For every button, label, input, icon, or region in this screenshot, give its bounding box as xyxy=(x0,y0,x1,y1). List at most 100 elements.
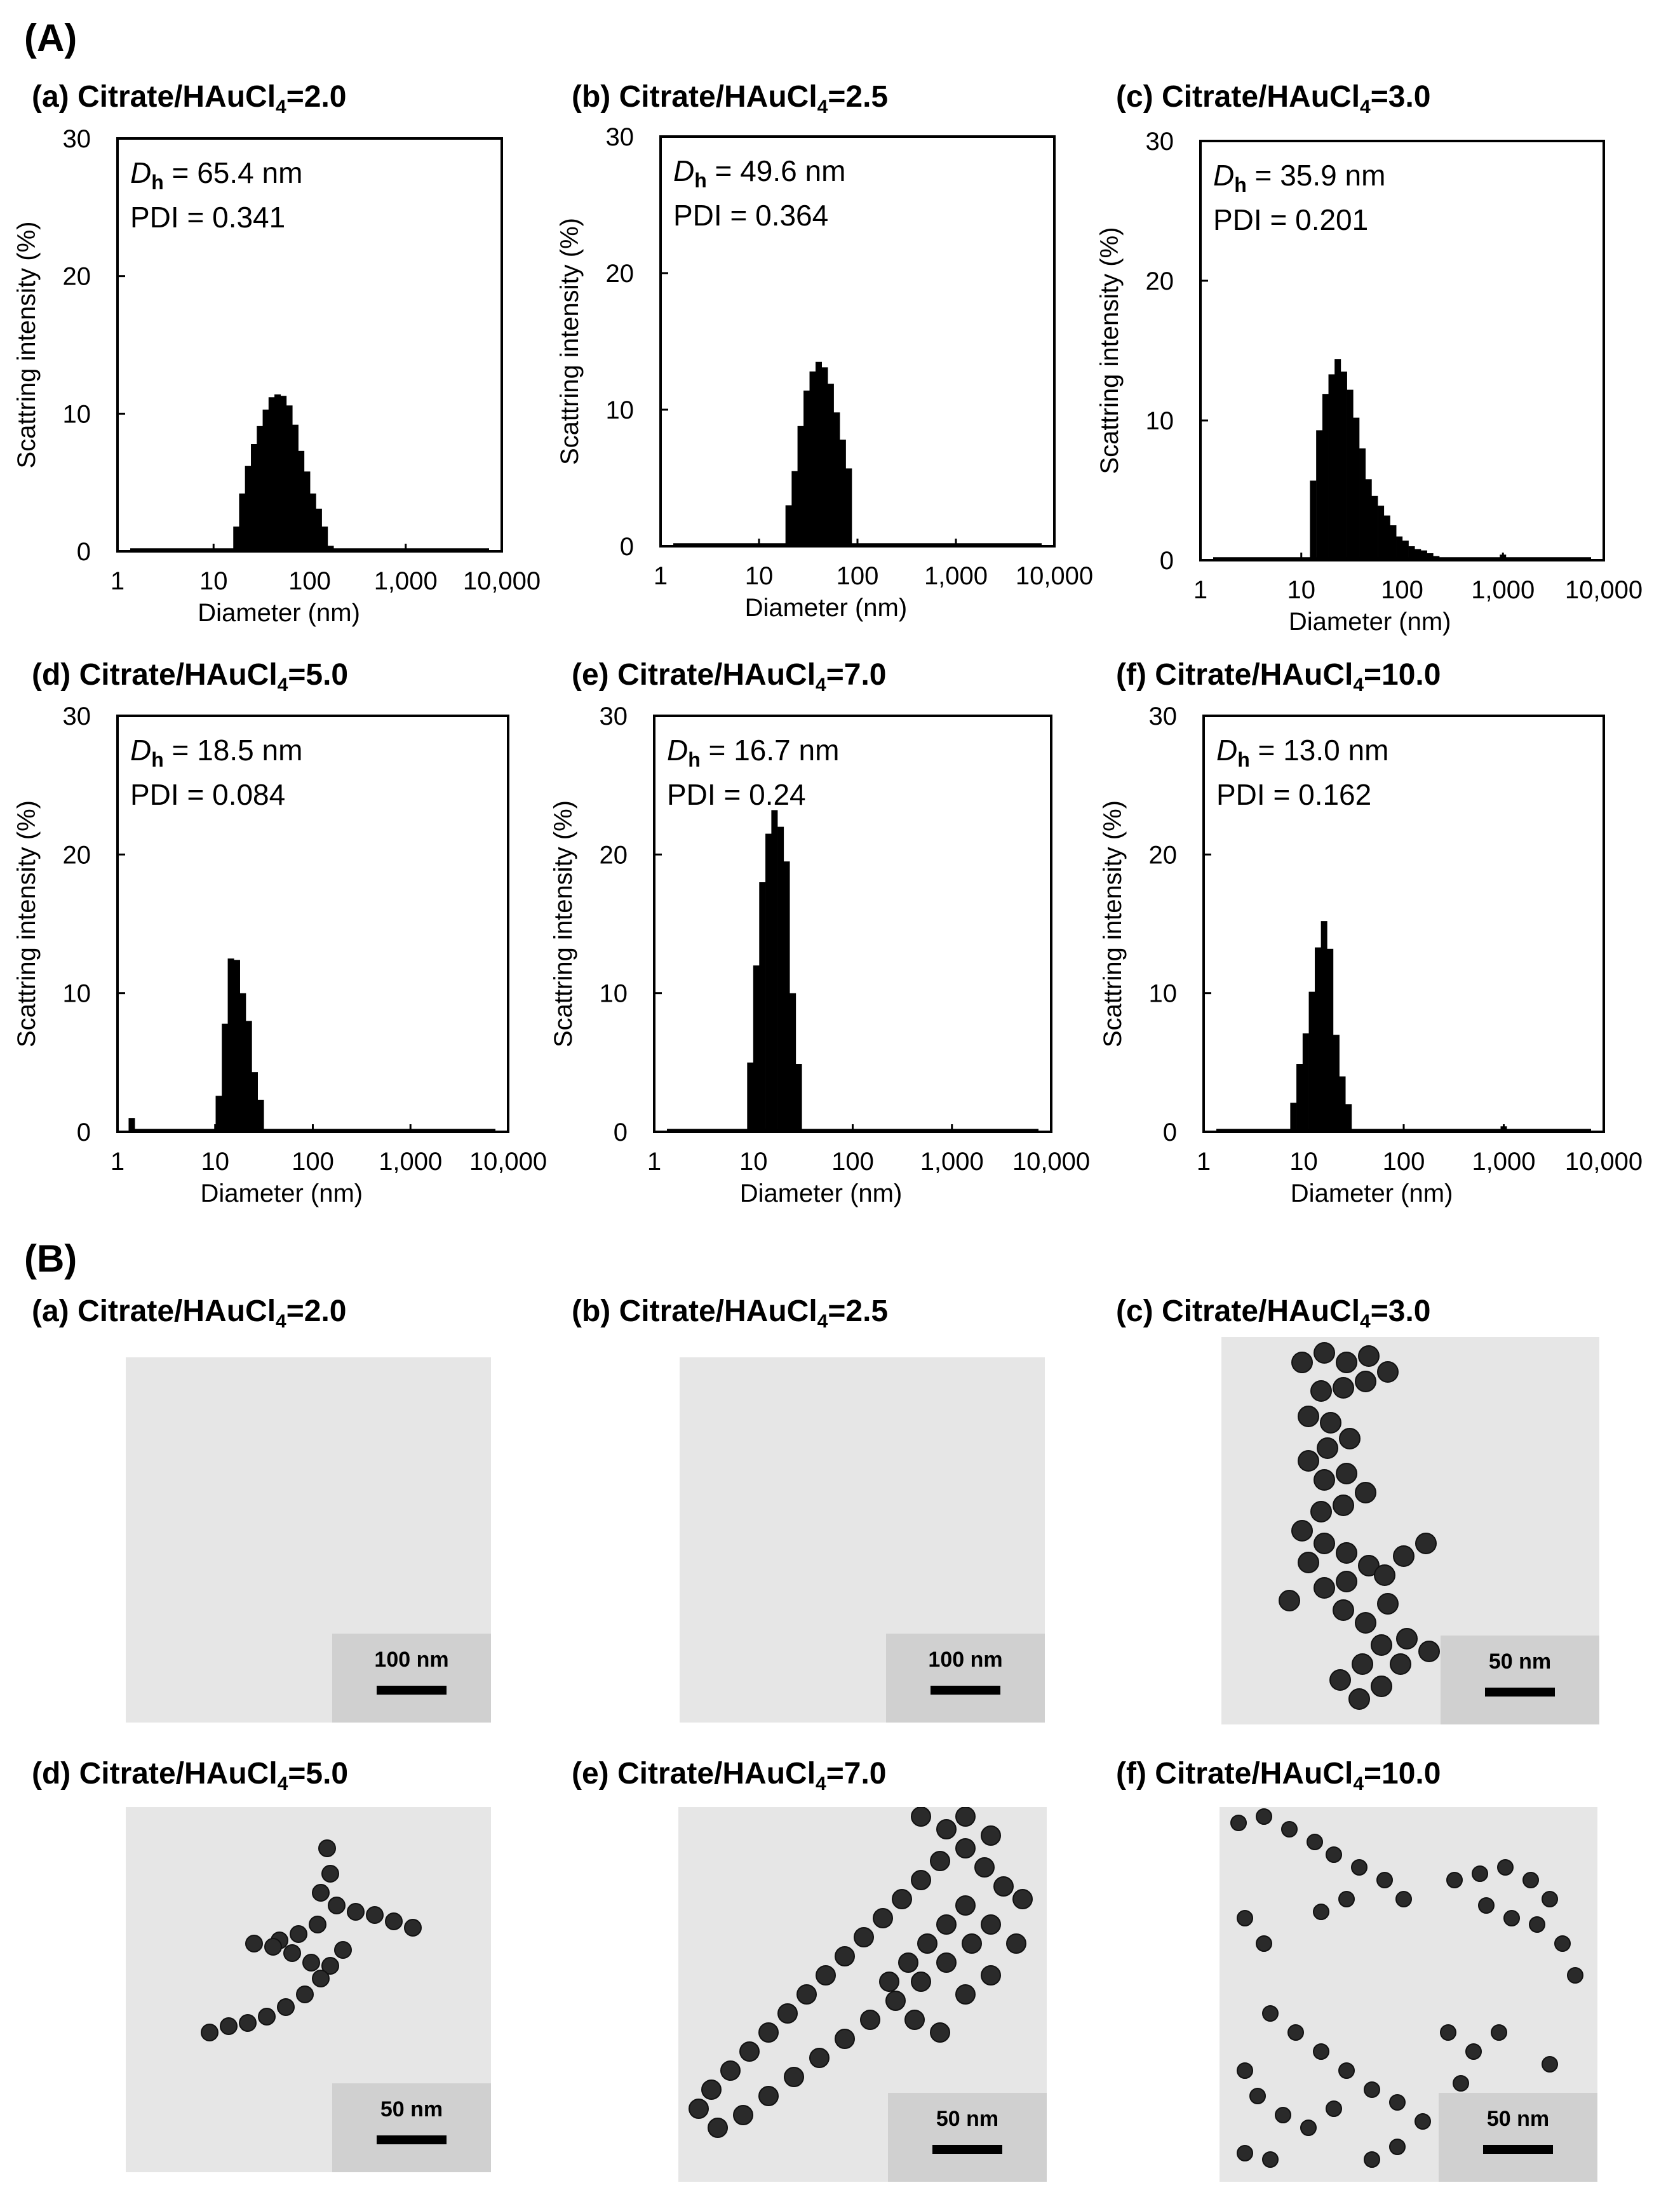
bar xyxy=(298,450,305,551)
nanoparticle xyxy=(1377,1593,1399,1615)
nanoparticle xyxy=(1298,1406,1319,1427)
bar xyxy=(1320,921,1327,1132)
nanoparticle xyxy=(919,1233,942,1256)
x-tick-label: 1 xyxy=(654,562,668,590)
tem-2-title-subscript: 4 xyxy=(817,1311,828,1332)
nanoparticle xyxy=(689,2099,709,2119)
nanoparticle xyxy=(911,1972,931,1992)
dh-subscript: h xyxy=(151,748,164,771)
bar xyxy=(1359,448,1366,560)
nanoparticle xyxy=(955,1838,976,1858)
scale-bar-box xyxy=(888,2093,1047,2182)
bar xyxy=(128,1118,135,1132)
scale-bar-label: 50 nm xyxy=(380,2097,443,2121)
bar xyxy=(790,993,796,1132)
nanoparticle xyxy=(1287,2024,1304,2041)
bar xyxy=(327,546,334,551)
nanoparticle xyxy=(283,1944,301,1962)
scale-bar xyxy=(377,2135,447,2144)
nanoparticle xyxy=(873,1908,893,1928)
nanoparticle xyxy=(201,2024,218,2041)
chart-2-title: (b) Citrate/HAuCl4=2.5 xyxy=(572,80,888,118)
tem-1-title-value: =2.0 xyxy=(286,1294,347,1328)
bar xyxy=(1315,947,1322,1132)
x-tick-label: 10 xyxy=(199,567,228,595)
y-tick-label: 0 xyxy=(620,533,634,561)
nanoparticle xyxy=(974,1857,995,1878)
x-tick-label: 1,000 xyxy=(1472,1148,1535,1176)
x-tick-label: 1,000 xyxy=(1471,576,1535,604)
nanoparticle xyxy=(1313,2043,1329,2060)
nanoparticle xyxy=(1529,1916,1545,1933)
scale-bar-label: 50 nm xyxy=(1487,2107,1549,2131)
bar xyxy=(280,396,287,551)
nanoparticle xyxy=(254,1258,279,1283)
nanoparticle xyxy=(911,1807,931,1827)
scale-bar xyxy=(932,2145,1002,2154)
nanoparticle xyxy=(814,1259,837,1282)
bar xyxy=(759,882,766,1132)
x-axis-label: Diameter (nm) xyxy=(740,1179,903,1207)
nanoparticle xyxy=(802,1233,824,1256)
bar xyxy=(1310,480,1317,560)
x-tick-label: 10,000 xyxy=(469,1148,547,1176)
nanoparticle xyxy=(1351,1859,1368,1876)
x-axis-label: Diameter (nm) xyxy=(201,1179,363,1207)
nanoparticle xyxy=(404,1919,422,1937)
nanoparticle xyxy=(904,2010,925,2030)
bar xyxy=(1327,948,1334,1132)
nanoparticle xyxy=(277,1998,295,2016)
nanoparticle xyxy=(1453,2075,1469,2092)
tem-6-title-main: (f) Citrate/HAuCl xyxy=(1116,1757,1353,1791)
nanoparticle xyxy=(1355,1371,1376,1392)
tem-panel-5: (e) Citrate/HAuCl4=7.0 50 nm xyxy=(572,1757,1047,2182)
nanoparticle xyxy=(892,1889,912,1909)
chart-6-title-main: (f) Citrate/HAuCl xyxy=(1116,658,1353,692)
bar xyxy=(765,833,772,1132)
chart-2-title-value: =2.5 xyxy=(828,80,888,114)
nanoparticle xyxy=(1472,1865,1488,1882)
bar xyxy=(1333,1035,1340,1132)
pdi-annotation: PDI = 0.162 xyxy=(1216,778,1371,811)
scale-bar-box xyxy=(886,1634,1045,1723)
chart-1-title-value: =2.0 xyxy=(286,80,347,114)
nanoparticle xyxy=(1522,1872,1539,1888)
nanoparticle xyxy=(1275,2107,1291,2123)
dh-value: = 49.6 nm xyxy=(707,154,846,187)
bar xyxy=(1427,553,1434,560)
bar xyxy=(791,471,798,546)
nanoparticle xyxy=(1310,1380,1332,1402)
nanoparticle xyxy=(1364,2151,1380,2168)
y-axis-label: Scattring intensity (%) xyxy=(1099,800,1127,1047)
nanoparticle xyxy=(887,1208,910,1231)
y-axis-label: Scattring intensity (%) xyxy=(549,800,577,1047)
nanoparticle xyxy=(955,1895,976,1916)
dh-annotation: Dh = 35.9 nm xyxy=(1213,159,1385,196)
x-tick-label: 10 xyxy=(1287,576,1316,604)
bar xyxy=(286,405,293,551)
dls-chart-6: (f) Citrate/HAuCl4=10.01 10 100 1,000 10,000… xyxy=(1099,658,1643,1207)
dh-symbol: D xyxy=(667,734,688,767)
tem-panel-6: (f) Citrate/HAuCl4=10.0 50 nm xyxy=(1116,1757,1597,2182)
tem-3-title: (c) Citrate/HAuCl4=3.0 xyxy=(1116,1294,1430,1332)
chart-3-title-subscript: 4 xyxy=(1360,97,1371,118)
tem-5-title: (e) Citrate/HAuCl4=7.0 xyxy=(572,1757,886,1794)
nanoparticle xyxy=(304,1223,329,1248)
bar xyxy=(795,1064,802,1132)
dh-annotation: Dh = 65.4 nm xyxy=(130,156,302,194)
dh-annotation: Dh = 49.6 nm xyxy=(673,154,845,192)
x-tick-label: 10,000 xyxy=(1565,1148,1643,1176)
dls-chart-5: (e) Citrate/HAuCl4=7.0 1 10 100 1,000 10,000 0… xyxy=(549,658,1090,1207)
chart-2-title-main: (b) Citrate/HAuCl xyxy=(572,80,817,114)
nanoparticle xyxy=(758,2086,779,2106)
y-tick-label: 20 xyxy=(606,260,635,288)
x-tick-label: 100 xyxy=(837,562,879,590)
y-tick-label: 10 xyxy=(600,980,628,1008)
nanoparticle xyxy=(1339,1428,1361,1449)
nanoparticle xyxy=(885,1991,906,2011)
x-axis-label: Diameter (nm) xyxy=(1289,608,1451,636)
nanoparticle xyxy=(906,1202,929,1225)
nanoparticle xyxy=(1371,1634,1392,1656)
chart-4-title: (d) Citrate/HAuCl4=5.0 xyxy=(32,658,348,695)
nanoparticle xyxy=(1336,1542,1357,1564)
